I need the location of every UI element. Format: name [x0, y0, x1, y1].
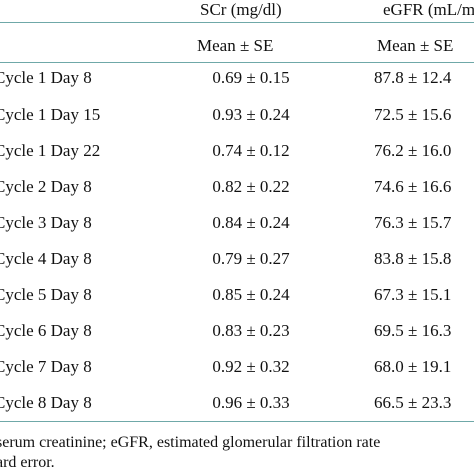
scr-value: 0.85 ± 0.24: [212, 285, 290, 304]
row-label: Cycle 7 Day 8: [0, 357, 92, 376]
egfr-value: 76.2 ± 16.0: [374, 141, 452, 160]
egfr-value: 66.5 ± 23.3: [374, 393, 452, 412]
scr-value: 0.79 ± 0.27: [212, 249, 290, 268]
row-label: Cycle 1 Day 8: [0, 68, 92, 87]
row-label: Cycle 3 Day 8: [0, 213, 92, 232]
footnote-line: serum creatinine; eGFR, estimated glomer…: [0, 434, 381, 451]
egfr-value: 83.8 ± 15.8: [374, 249, 452, 268]
row-label: Cycle 5 Day 8: [0, 285, 92, 304]
egfr-value: 76.3 ± 15.7: [374, 213, 452, 232]
scr-value: 0.82 ± 0.22: [212, 177, 290, 196]
row-label: Cycle 8 Day 8: [0, 393, 92, 412]
scr-value: 0.84 ± 0.24: [212, 213, 290, 232]
bottom-rule: [0, 421, 474, 422]
scr-value: 0.93 ± 0.24: [212, 105, 290, 124]
scr-stat-header: Mean ± SE: [197, 36, 274, 55]
scr-value: 0.92 ± 0.32: [212, 357, 290, 376]
egfr-value: 87.8 ± 12.4: [374, 68, 452, 87]
header-rule: [0, 22, 474, 23]
row-label: Cycle 4 Day 8: [0, 249, 92, 268]
egfr-stat-header: Mean ± SE: [377, 36, 454, 55]
scr-value: 0.69 ± 0.15: [212, 68, 290, 87]
row-label: Cycle 1 Day 15: [0, 105, 101, 124]
scr-value: 0.96 ± 0.33: [212, 393, 290, 412]
egfr-value: 72.5 ± 15.6: [374, 105, 452, 124]
footnote-line: ard error.: [0, 454, 55, 471]
row-label: Cycle 1 Day 22: [0, 141, 101, 160]
row-label: Cycle 6 Day 8: [0, 321, 92, 340]
scr-column-header: SCr (mg/dl): [200, 0, 282, 19]
egfr-value: 68.0 ± 19.1: [374, 357, 452, 376]
egfr-value: 67.3 ± 15.1: [374, 285, 452, 304]
subheader-rule: [0, 62, 474, 63]
scr-value: 0.83 ± 0.23: [212, 321, 290, 340]
egfr-value: 69.5 ± 16.3: [374, 321, 452, 340]
egfr-column-header: eGFR (mL/mi: [383, 0, 474, 19]
row-label: Cycle 2 Day 8: [0, 177, 92, 196]
egfr-value: 74.6 ± 16.6: [374, 177, 452, 196]
scr-value: 0.74 ± 0.12: [212, 141, 290, 160]
